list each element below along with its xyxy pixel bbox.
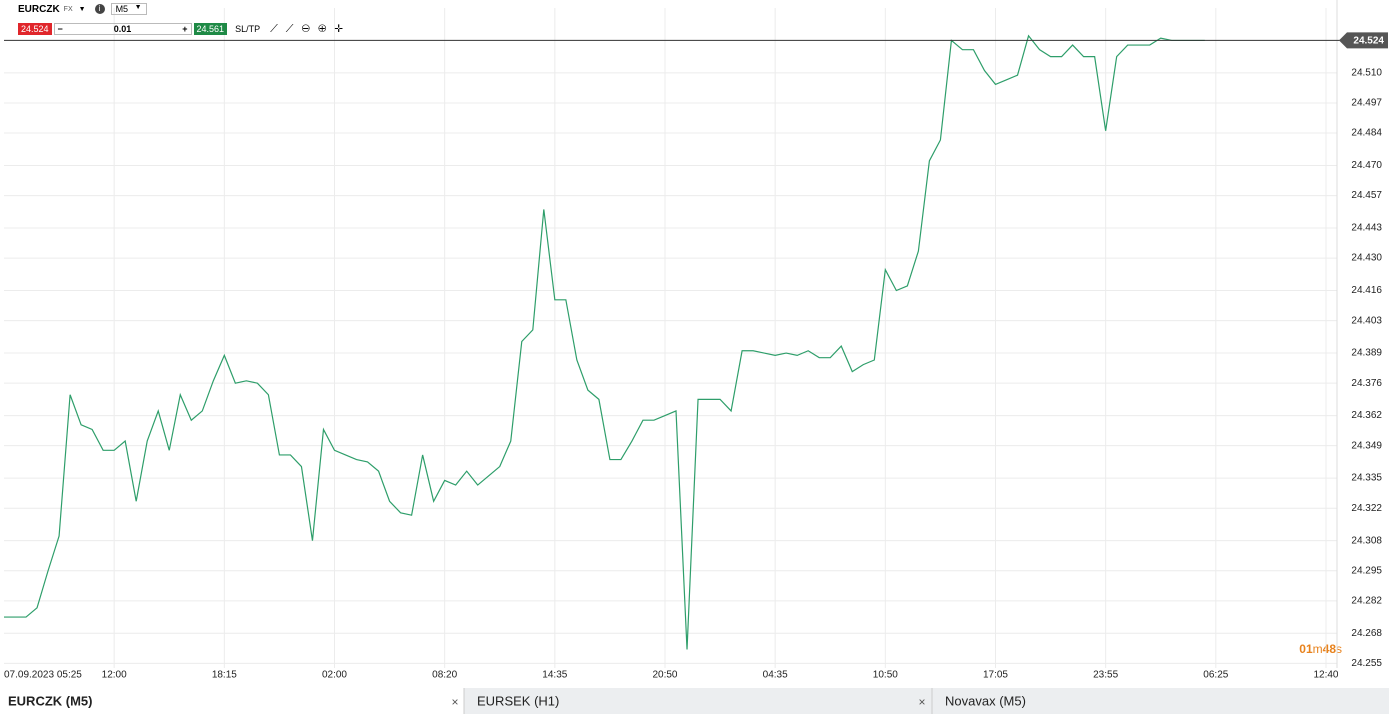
- y-tick-label: 24.268: [1351, 628, 1382, 639]
- y-tick-label: 24.295: [1351, 565, 1382, 576]
- y-tick-label: 24.403: [1351, 315, 1382, 326]
- tab-close[interactable]: ×: [918, 695, 925, 709]
- y-tick-label: 24.484: [1351, 128, 1382, 139]
- x-tick-label: 07.09.2023 05:25: [4, 670, 82, 681]
- info-icon[interactable]: i: [94, 4, 105, 14]
- timeframe-select[interactable]: M5 ▼: [110, 3, 147, 15]
- x-tick-label: 02:00: [322, 670, 347, 681]
- sell-button[interactable]: 24.524: [18, 23, 52, 35]
- chart-tools[interactable]: ⟋⟋⊖⊕✛: [270, 22, 351, 35]
- y-tick-label: 24.443: [1351, 223, 1382, 234]
- quantity-input[interactable]: − 0.01 +: [53, 23, 192, 35]
- y-tick-label: 24.255: [1351, 658, 1382, 669]
- y-tick-label: 24.282: [1351, 595, 1382, 606]
- timeframe: M5: [115, 4, 129, 14]
- y-tick-label: 24.335: [1351, 473, 1382, 484]
- y-tick-label: 24.457: [1351, 190, 1382, 201]
- dropdown-arrow: ▼: [134, 4, 142, 11]
- current-price-label: 24.524: [1353, 36, 1384, 47]
- timer-seconds: 48: [1323, 642, 1337, 656]
- y-tick-label: 24.510: [1351, 67, 1382, 78]
- x-tick-label: 04:35: [763, 670, 788, 681]
- plus[interactable]: +: [182, 24, 188, 34]
- tab-label[interactable]: EURSEK (H1): [477, 693, 559, 708]
- y-tick-label: 24.389: [1351, 348, 1382, 359]
- x-tick-label: 12:40: [1313, 670, 1338, 681]
- symbol-row: EURCZK FX ▼ i M5 ▼: [18, 3, 147, 15]
- y-tick-label: 24.430: [1351, 253, 1382, 264]
- candle-timer: 01m48s: [1299, 642, 1342, 656]
- y-tick-label: 24.349: [1351, 440, 1382, 451]
- timer-minutes: 01: [1299, 642, 1313, 656]
- tab-label[interactable]: EURCZK (M5): [8, 693, 93, 708]
- symbol[interactable]: EURCZK: [18, 3, 60, 15]
- y-tick-label: 24.322: [1351, 503, 1382, 514]
- x-tick-label: 06:25: [1203, 670, 1228, 681]
- x-tick-label: 08:20: [432, 670, 457, 681]
- tab-close[interactable]: ×: [451, 695, 458, 709]
- trade-row: 24.524 − 0.01 + 24.561 SL/TP ⟋⟋⊖⊕✛: [18, 22, 351, 36]
- x-tick-label: 10:50: [873, 670, 898, 681]
- tab-label[interactable]: Novavax (M5): [945, 693, 1026, 708]
- x-tick-label: 18:15: [212, 670, 237, 681]
- x-tick-label: 12:00: [102, 670, 127, 681]
- y-tick-label: 24.362: [1351, 410, 1382, 421]
- x-tick-label: 23:55: [1093, 670, 1118, 681]
- x-tick-label: 20:50: [652, 670, 677, 681]
- current-price-tag: [1339, 32, 1388, 49]
- market: FX: [63, 5, 73, 13]
- timer-s: s: [1336, 642, 1342, 656]
- price-line: [4, 34, 1205, 650]
- tab-active[interactable]: [0, 688, 464, 714]
- y-tick-label: 24.470: [1351, 160, 1382, 171]
- y-tick-label: 24.308: [1351, 535, 1382, 546]
- timer-m: m: [1313, 642, 1323, 656]
- buy-button[interactable]: 24.561: [193, 23, 228, 35]
- x-tick-label: 17:05: [983, 670, 1008, 681]
- dropdown-arrow[interactable]: ▼: [78, 5, 86, 13]
- y-tick-label: 24.376: [1351, 378, 1382, 389]
- y-tick-label: 24.497: [1351, 98, 1382, 109]
- quantity: 0.01: [113, 24, 132, 34]
- y-tick-label: 24.416: [1351, 285, 1382, 296]
- x-tick-label: 14:35: [542, 670, 567, 681]
- sltp-button[interactable]: SL/TP: [235, 24, 261, 34]
- minus[interactable]: −: [57, 24, 63, 34]
